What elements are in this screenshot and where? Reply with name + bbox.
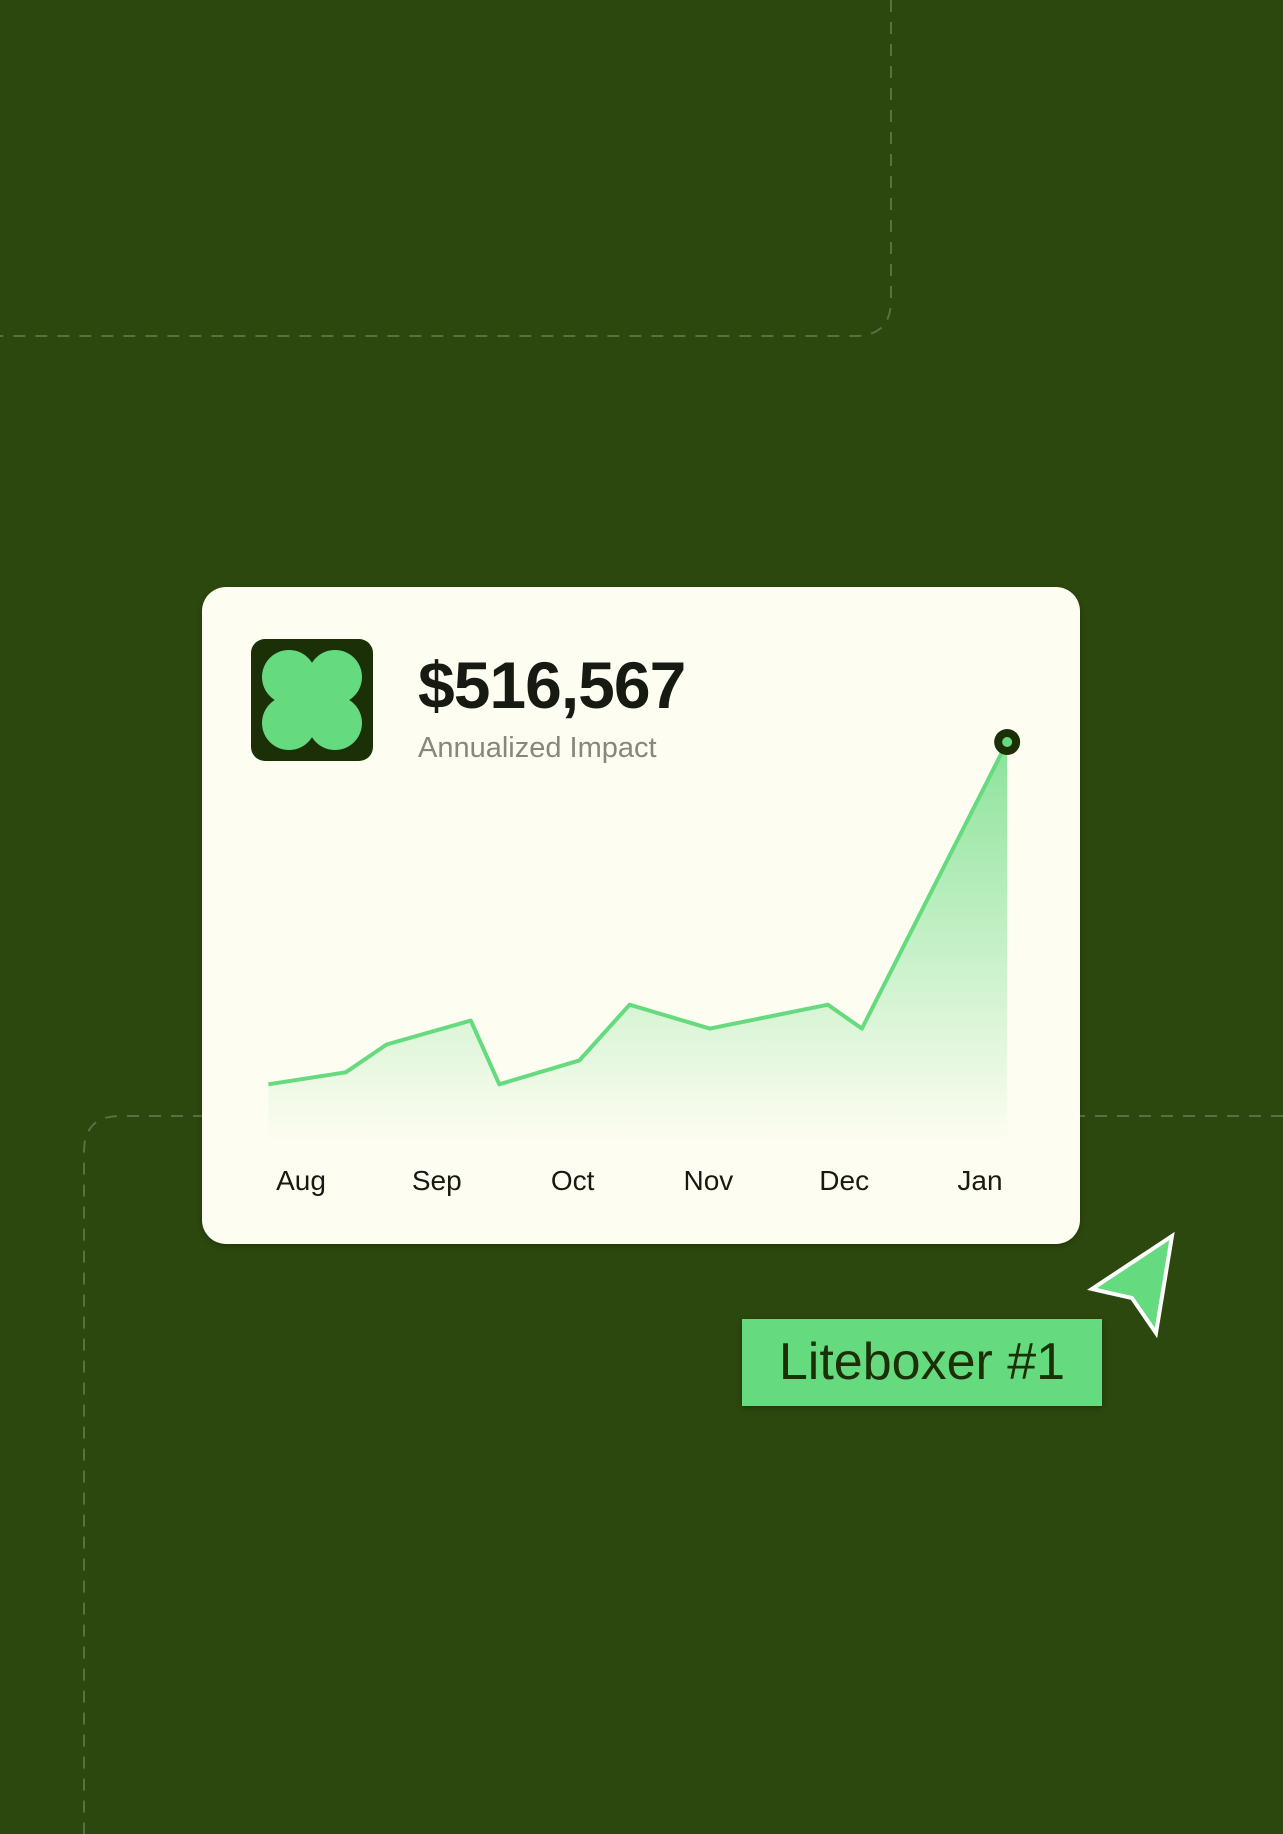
x-tick-label: Aug [276, 1165, 326, 1196]
clover-logo-icon [251, 639, 373, 761]
x-tick-label: Oct [551, 1165, 595, 1196]
impact-chart: Aug Sep Oct Nov Dec Jan [268, 729, 1021, 1196]
impact-subtitle: Annualized Impact [418, 732, 657, 764]
x-tick-label: Jan [957, 1165, 1002, 1196]
impact-card: $516,567 Annualized Impact Aug Sep Oct Nov D… [202, 587, 1080, 1244]
chart-line [268, 741, 1009, 1087]
chart-area [268, 742, 1008, 1140]
x-tick-label: Dec [819, 1165, 869, 1196]
impact-amount: $516,567 [418, 648, 686, 722]
dashed-line-bottom [83, 1115, 1283, 1834]
x-tick-label: Nov [684, 1165, 734, 1196]
dashed-line-top [0, 0, 892, 337]
x-tick-label: Sep [412, 1165, 462, 1196]
liteboxer-tag: Liteboxer #1 [742, 1319, 1102, 1406]
chart-point-highlight-inner [1002, 737, 1013, 747]
